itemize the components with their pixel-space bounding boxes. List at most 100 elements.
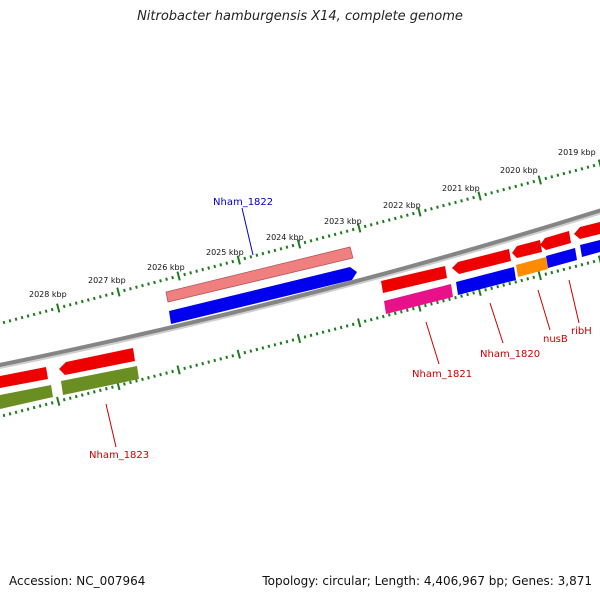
topology-text: Topology: circular; Length: 4,406,967 bp…	[262, 574, 592, 588]
gene-nham-1821[interactable]	[384, 284, 453, 314]
inner-scale-minor-tick	[472, 291, 475, 295]
gene-red-small-1[interactable]	[512, 240, 542, 258]
inner-scale-minor-tick	[550, 270, 554, 275]
inner-scale-minor-tick	[255, 347, 259, 352]
outer-scale-minor-tick	[8, 319, 12, 323]
outer-scale-minor-tick	[472, 195, 475, 200]
outer-tick-track	[0, 159, 600, 329]
outer-scale-major-tick	[597, 159, 600, 168]
outer-scale-minor-tick	[135, 285, 138, 289]
gene-blue-long[interactable]	[169, 267, 357, 324]
gene-label-nham-1821[interactable]: Nham_1821	[412, 369, 472, 380]
inner-scale-minor-tick	[183, 366, 186, 371]
outer-scale-minor-tick	[580, 167, 584, 171]
outer-scale-minor-tick	[123, 288, 126, 293]
outer-scale-minor-tick	[50, 307, 54, 312]
inner-scale-minor-tick	[195, 363, 199, 367]
gene-nham-1823-partner[interactable]	[59, 348, 135, 375]
outer-scale-minor-tick	[586, 165, 590, 169]
outer-scale-minor-tick	[448, 202, 451, 206]
outer-scale-minor-tick	[345, 229, 349, 233]
outer-scale-minor-tick	[315, 237, 319, 241]
gene-red-1821-partner[interactable]	[381, 266, 447, 293]
inner-scale-minor-tick	[333, 327, 337, 331]
outer-scale-minor-tick	[406, 213, 409, 217]
inner-scale-minor-tick	[514, 280, 518, 284]
inner-scale-minor-tick	[14, 410, 18, 414]
gene-label-ribh[interactable]: ribH	[571, 326, 592, 337]
inner-scale-minor-tick	[147, 376, 150, 380]
inner-scale-minor-tick	[345, 324, 349, 328]
inner-scale-minor-tick	[351, 322, 355, 327]
inner-scale-minor-tick	[375, 316, 379, 320]
outer-scale-minor-tick	[369, 223, 373, 227]
inner-scale-minor-tick	[448, 297, 451, 301]
outer-scale-minor-tick	[436, 205, 439, 209]
genome-backbone	[0, 208, 600, 368]
inner-scale-minor-tick	[393, 311, 397, 316]
outer-scale-minor-tick	[460, 199, 463, 203]
inner-scale-minor-tick	[279, 341, 283, 345]
inner-scale-minor-tick	[2, 413, 6, 418]
gene-red-left-1[interactable]	[0, 367, 48, 388]
gene-label-nham-1823[interactable]: Nham_1823	[89, 450, 149, 461]
inner-scale-minor-tick	[309, 333, 313, 338]
outer-scale-minor-tick	[159, 279, 162, 283]
gene-label-nham-1820[interactable]: Nham_1820	[480, 349, 540, 360]
outer-scale-minor-tick	[496, 189, 500, 193]
callout-line-nham-1823	[105, 403, 117, 448]
inner-scale-minor-tick	[556, 269, 560, 273]
outer-scale-minor-tick	[105, 293, 108, 297]
inner-scale-major-tick	[56, 396, 61, 406]
inner-scale-minor-tick	[327, 328, 331, 333]
callout-line-ribh	[568, 279, 580, 324]
gene-label-nusb[interactable]: nusB	[543, 334, 568, 345]
inner-tick-track	[0, 255, 600, 422]
inner-scale-minor-tick	[315, 332, 319, 336]
gene-nusb[interactable]	[516, 257, 548, 277]
inner-scale-minor-tick	[430, 302, 433, 306]
inner-scale-minor-tick	[74, 394, 78, 399]
scale-label-2024: 2024 kbp	[266, 233, 304, 242]
inner-scale-minor-tick	[568, 266, 572, 270]
outer-scale-minor-tick	[86, 298, 90, 302]
genome-title: Nitrobacter hamburgensis X14, complete g…	[137, 9, 463, 24]
gene-nham-1822[interactable]	[165, 246, 354, 303]
gene-nham-1823[interactable]	[61, 366, 139, 395]
outer-scale-minor-tick	[484, 192, 487, 197]
gene-nham-1820[interactable]	[456, 267, 516, 295]
inner-scale-minor-tick	[123, 382, 126, 386]
outer-scale-minor-tick	[279, 247, 283, 251]
scale-label-2020: 2020 kbp	[500, 166, 538, 175]
outer-scale-minor-tick	[556, 173, 560, 177]
outer-scale-minor-tick	[249, 255, 253, 259]
inner-scale-minor-tick	[98, 388, 102, 393]
inner-scale-minor-tick	[38, 404, 42, 408]
gene-label-nham-1822[interactable]: Nham_1822	[213, 197, 273, 208]
outer-scale-major-tick	[537, 175, 542, 185]
outer-scale-minor-tick	[327, 234, 331, 238]
gene-olive-left[interactable]	[0, 385, 53, 409]
outer-scale-minor-tick	[375, 221, 379, 225]
outer-scale-minor-tick	[147, 282, 150, 286]
outer-scale-minor-tick	[442, 203, 445, 208]
gene-red-right-edge[interactable]	[574, 222, 600, 239]
gene-ribh[interactable]	[580, 240, 600, 257]
gene-blue-small[interactable]	[546, 248, 577, 268]
outer-scale-major-tick	[357, 223, 362, 233]
outer-scale-minor-tick	[2, 320, 6, 325]
outer-scale-minor-tick	[544, 176, 548, 181]
inner-scale-minor-tick	[86, 391, 90, 396]
gene-red-1820-partner[interactable]	[452, 249, 511, 274]
inner-scale-minor-tick	[442, 299, 445, 303]
outer-scale-minor-tick	[502, 187, 506, 192]
inner-scale-major-tick	[597, 255, 600, 264]
outer-scale-minor-tick	[201, 267, 205, 272]
outer-scale-minor-tick	[111, 291, 114, 296]
outer-scale-minor-tick	[526, 181, 530, 185]
outer-scale-minor-tick	[255, 253, 259, 257]
inner-scale-minor-tick	[586, 261, 590, 265]
gene-red-small-2[interactable]	[540, 231, 571, 250]
outer-scale-minor-tick	[508, 186, 512, 190]
